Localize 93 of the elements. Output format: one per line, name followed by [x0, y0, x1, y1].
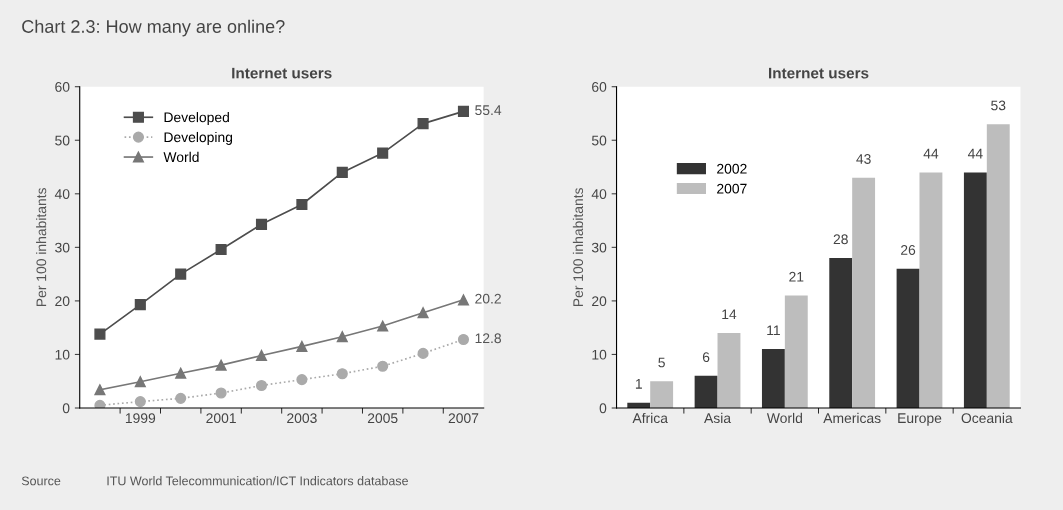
point: [255, 218, 268, 230]
y-tick-label: 0: [62, 403, 70, 414]
x-tick-label: 2007: [448, 413, 479, 424]
data-label: 26: [901, 245, 916, 255]
point: [94, 399, 106, 408]
x-tick-label: Oceania: [961, 412, 1013, 424]
x-tick-label: Africa: [632, 412, 668, 424]
legend-label: World: [163, 151, 199, 163]
legend-label: 2007: [717, 183, 747, 194]
point: [457, 105, 470, 117]
caption: Chart 2.3: How many are online?: [22, 19, 285, 37]
point: [296, 374, 308, 386]
point: [175, 392, 187, 404]
point: [336, 166, 348, 178]
y-tick-label: 40: [591, 189, 607, 199]
y-tick-label: 40: [54, 189, 70, 199]
point: [134, 376, 146, 388]
point: [175, 367, 187, 379]
y-tick-label: 30: [591, 242, 607, 253]
bar: [784, 295, 808, 408]
y-tick-label: 10: [55, 349, 70, 360]
x-tick-label: 2003: [287, 413, 317, 424]
x-tick-label: Asia: [704, 412, 732, 424]
point: [417, 347, 429, 359]
point: [175, 268, 187, 280]
bar: [717, 333, 741, 408]
point: [336, 331, 348, 343]
data-label: 21: [789, 271, 804, 282]
legend-label: 2002: [717, 163, 747, 174]
bar: [650, 381, 674, 408]
y-tick-label: 20: [55, 296, 70, 307]
bar: [919, 172, 943, 408]
y-tick-label: 60: [55, 82, 70, 92]
x-tick-label: Americas: [823, 412, 881, 424]
legend-label: Developed: [164, 112, 229, 125]
text: Source: [21, 476, 61, 486]
y-tick-label: 10: [592, 349, 607, 360]
bar: [986, 124, 1010, 408]
point: [94, 384, 106, 396]
y-axis-title: Per 100 inhabitants: [572, 188, 584, 307]
data-label: 14: [722, 309, 737, 320]
point: [215, 387, 227, 399]
y-tick-label: 0: [599, 403, 607, 414]
y-tick-label: 50: [55, 135, 70, 146]
point: [134, 396, 146, 408]
y-tick-label: 50: [591, 135, 607, 146]
point: [134, 299, 146, 311]
chart-title: Internet users: [769, 67, 869, 79]
point: [377, 320, 389, 332]
x-tick-label: World: [766, 412, 802, 424]
bar: [694, 375, 718, 408]
data-label: 11: [767, 325, 780, 336]
point: [296, 340, 308, 352]
x-tick-label: Europe: [898, 413, 942, 426]
data-label: 1: [635, 379, 642, 389]
point: [255, 379, 268, 392]
point: [457, 333, 470, 346]
point: [94, 328, 106, 340]
point: [457, 294, 470, 306]
y-axis-title: Per 100 inhabitants: [36, 188, 47, 307]
x-tick-label: 2001: [206, 413, 236, 424]
data-label: 28: [833, 234, 848, 245]
bar: [761, 349, 785, 408]
data-label: 20.2: [475, 293, 501, 304]
y-tick-label: 20: [592, 296, 607, 307]
x-tick-label: 2005: [367, 413, 398, 424]
point: [215, 359, 227, 371]
point: [417, 118, 429, 130]
data-label: 44: [967, 148, 983, 159]
point: [377, 147, 389, 159]
chart-title: Internet users: [232, 67, 332, 79]
data-label: 43: [856, 154, 871, 164]
data-label: 5: [658, 357, 665, 368]
data-label: 44: [923, 148, 939, 159]
point: [417, 307, 429, 319]
data-label: 12.8: [475, 333, 502, 344]
point: [296, 198, 308, 211]
legend-label: Developing: [164, 131, 233, 145]
bar: [852, 177, 876, 408]
bar: [829, 258, 853, 408]
data-label: 53: [991, 100, 1006, 111]
y-tick-label: 60: [592, 82, 607, 92]
bar: [896, 268, 920, 408]
point: [377, 360, 389, 372]
point: [255, 349, 268, 362]
data-label: 6: [702, 352, 710, 363]
bar: [963, 172, 987, 408]
x-tick-label: 1999: [125, 413, 156, 424]
y-tick-label: 30: [55, 242, 70, 253]
data-label: 55.4: [475, 105, 502, 116]
point: [336, 368, 348, 380]
text: ITU World Telecommunication/ICT Indicators database: [107, 476, 408, 486]
point: [215, 243, 227, 256]
